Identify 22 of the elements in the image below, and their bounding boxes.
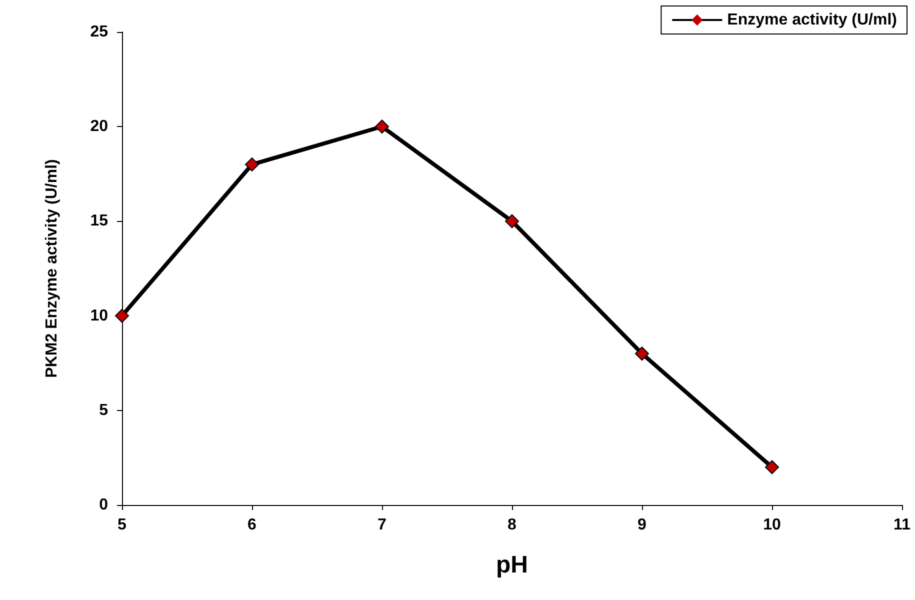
y-tick-label: 25 xyxy=(90,24,108,40)
x-axis-title: pH xyxy=(496,552,528,578)
point xyxy=(765,460,779,474)
x-tick-label: 6 xyxy=(248,516,257,534)
legend-label: Enzyme activity (U/ml) xyxy=(727,12,897,28)
y-tick-label: 10 xyxy=(90,307,108,324)
x-tick-label: 8 xyxy=(508,516,517,534)
y-tick-label: 15 xyxy=(90,212,108,230)
point xyxy=(245,157,259,172)
x-tick-label: 9 xyxy=(638,516,647,534)
x-tick-label: 10 xyxy=(763,516,781,534)
y-axis-title: PKM2 Enzyme activity (U/ml) xyxy=(44,159,60,378)
y-tick-label: 0 xyxy=(99,496,108,514)
y-tick-label: 20 xyxy=(90,118,108,136)
x-tick-label: 11 xyxy=(894,516,911,534)
x-tick-label: 7 xyxy=(378,516,387,534)
point xyxy=(115,308,129,323)
point xyxy=(375,120,389,134)
x-tick-label: 5 xyxy=(118,516,127,534)
y-tick-label: 5 xyxy=(99,402,108,419)
point xyxy=(635,346,649,361)
point xyxy=(505,214,519,228)
